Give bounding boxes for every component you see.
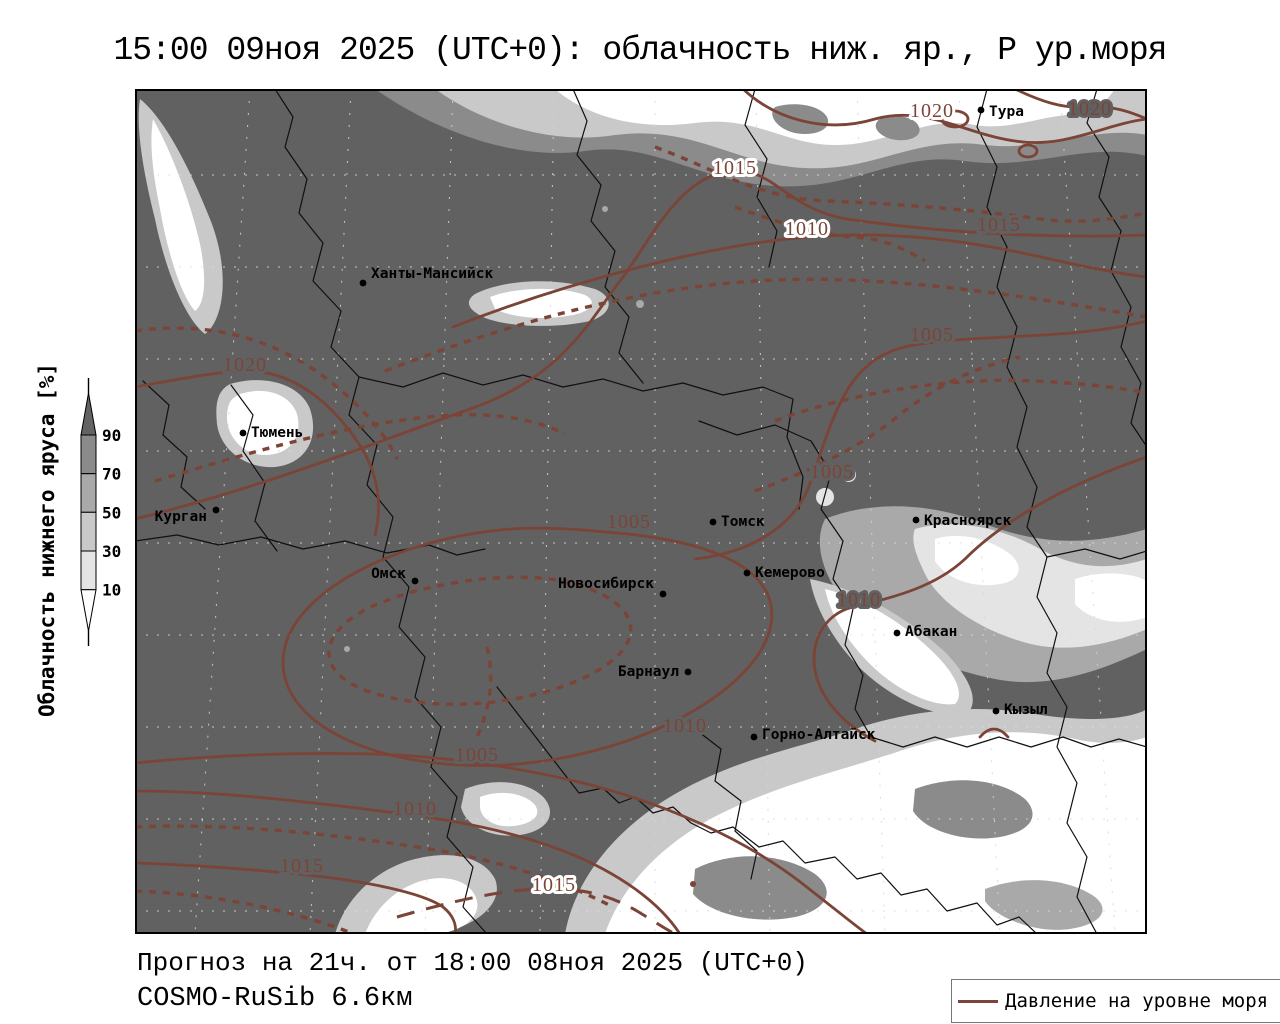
isobar-label: 1010 <box>393 798 437 820</box>
city-label: Кызыл <box>1004 702 1048 718</box>
isobar-label: 1015 <box>280 855 324 877</box>
weather-map: 1020 1020 1020 1015 1015 1010 1005 1005 1005 1010… <box>135 89 1147 934</box>
colorbar-tick: 50 <box>102 503 121 522</box>
page-title: 15:00 09ноя 2025 (UTC+0): облачность ниж… <box>113 32 1168 69</box>
isobar-label: 1020 <box>910 100 954 122</box>
colorbar-tick: 70 <box>102 465 121 484</box>
city-label: Томск <box>721 514 765 530</box>
city-marker <box>893 629 901 637</box>
pressure-legend-label: Давление на уровне моря <box>1005 990 1269 1012</box>
colorbar-seg-30-50 <box>80 511 97 552</box>
city-marker <box>239 429 247 437</box>
city-label: Тура <box>989 104 1024 120</box>
isobar-lines-layer <box>136 90 1146 933</box>
city-marker <box>912 516 920 524</box>
colorbar-tick: 10 <box>102 581 121 600</box>
forecast-info-text: Прогноз на 21ч. от 18:00 08ноя 2025 (UTC… <box>137 948 808 978</box>
isobar-label: 1010 <box>785 218 829 240</box>
colorbar-arrow-bottom <box>80 589 97 632</box>
city-marker <box>743 569 751 577</box>
city-label: Красноярск <box>924 513 1012 529</box>
colorbar-tick: 90 <box>102 426 121 445</box>
city-label: Абакан <box>905 624 957 640</box>
city-marker <box>977 106 985 114</box>
colorbar-seg-70-90 <box>80 434 97 475</box>
isobar-label: 1010 <box>837 589 881 611</box>
cloud-shading-layer <box>138 90 1146 933</box>
city-label: Новосибирск <box>558 576 654 592</box>
city-marker <box>992 707 1000 715</box>
isobar-label: 1005 <box>607 511 651 533</box>
isobar-label: 1020 <box>1068 98 1112 120</box>
isobar-label: 1005 <box>455 744 499 766</box>
city-marker <box>709 518 717 526</box>
isobar-label: 1020 <box>223 354 267 376</box>
city-label: Кемерово <box>755 565 825 581</box>
map-frame <box>135 89 1147 934</box>
cities-layer: Тура Ханты-Мансийск Тюмень Курган Омск Томск К… <box>155 104 1048 743</box>
city-marker <box>684 668 692 676</box>
pressure-legend: Давление на уровне моря <box>951 979 1280 1023</box>
isobar-label: 1015 <box>532 874 576 896</box>
isobar-labels-layer: 1020 1020 1020 1015 1015 1010 1005 1005 1005 1010… <box>220 95 1114 899</box>
city-marker <box>411 577 419 585</box>
city-marker <box>750 733 758 741</box>
city-label: Барнаул <box>618 664 679 680</box>
city-marker <box>212 506 220 514</box>
colorbar-title: Облачность нижнего яруса [%] <box>35 363 59 717</box>
cloudiness-colorbar: Облачность нижнего яруса [%] 90 70 50 30… <box>35 363 121 717</box>
isobar-label: 1010 <box>663 715 707 737</box>
isobar-line-sample <box>958 999 998 1003</box>
isobar-label: 1005 <box>810 461 854 483</box>
colorbar-seg-10-30 <box>80 550 97 591</box>
isobar-label: 1015 <box>713 157 757 179</box>
city-label: Омск <box>371 566 406 582</box>
city-label: Горно-Алтайск <box>762 727 876 743</box>
colorbar-seg-50-70 <box>80 473 97 513</box>
isobar-label: 1015 <box>977 214 1021 236</box>
city-label: Тюмень <box>251 425 303 441</box>
colorbar-tick: 30 <box>102 542 121 561</box>
city-marker <box>359 279 367 287</box>
city-marker <box>659 590 667 598</box>
isobar-label: 1005 <box>910 324 954 346</box>
city-label: Ханты-Мансийск <box>371 266 493 282</box>
model-info-text: COSMO-RuSib 6.6км <box>137 984 413 1014</box>
colorbar-arrow-top <box>80 392 97 436</box>
city-label: Курган <box>155 509 207 525</box>
